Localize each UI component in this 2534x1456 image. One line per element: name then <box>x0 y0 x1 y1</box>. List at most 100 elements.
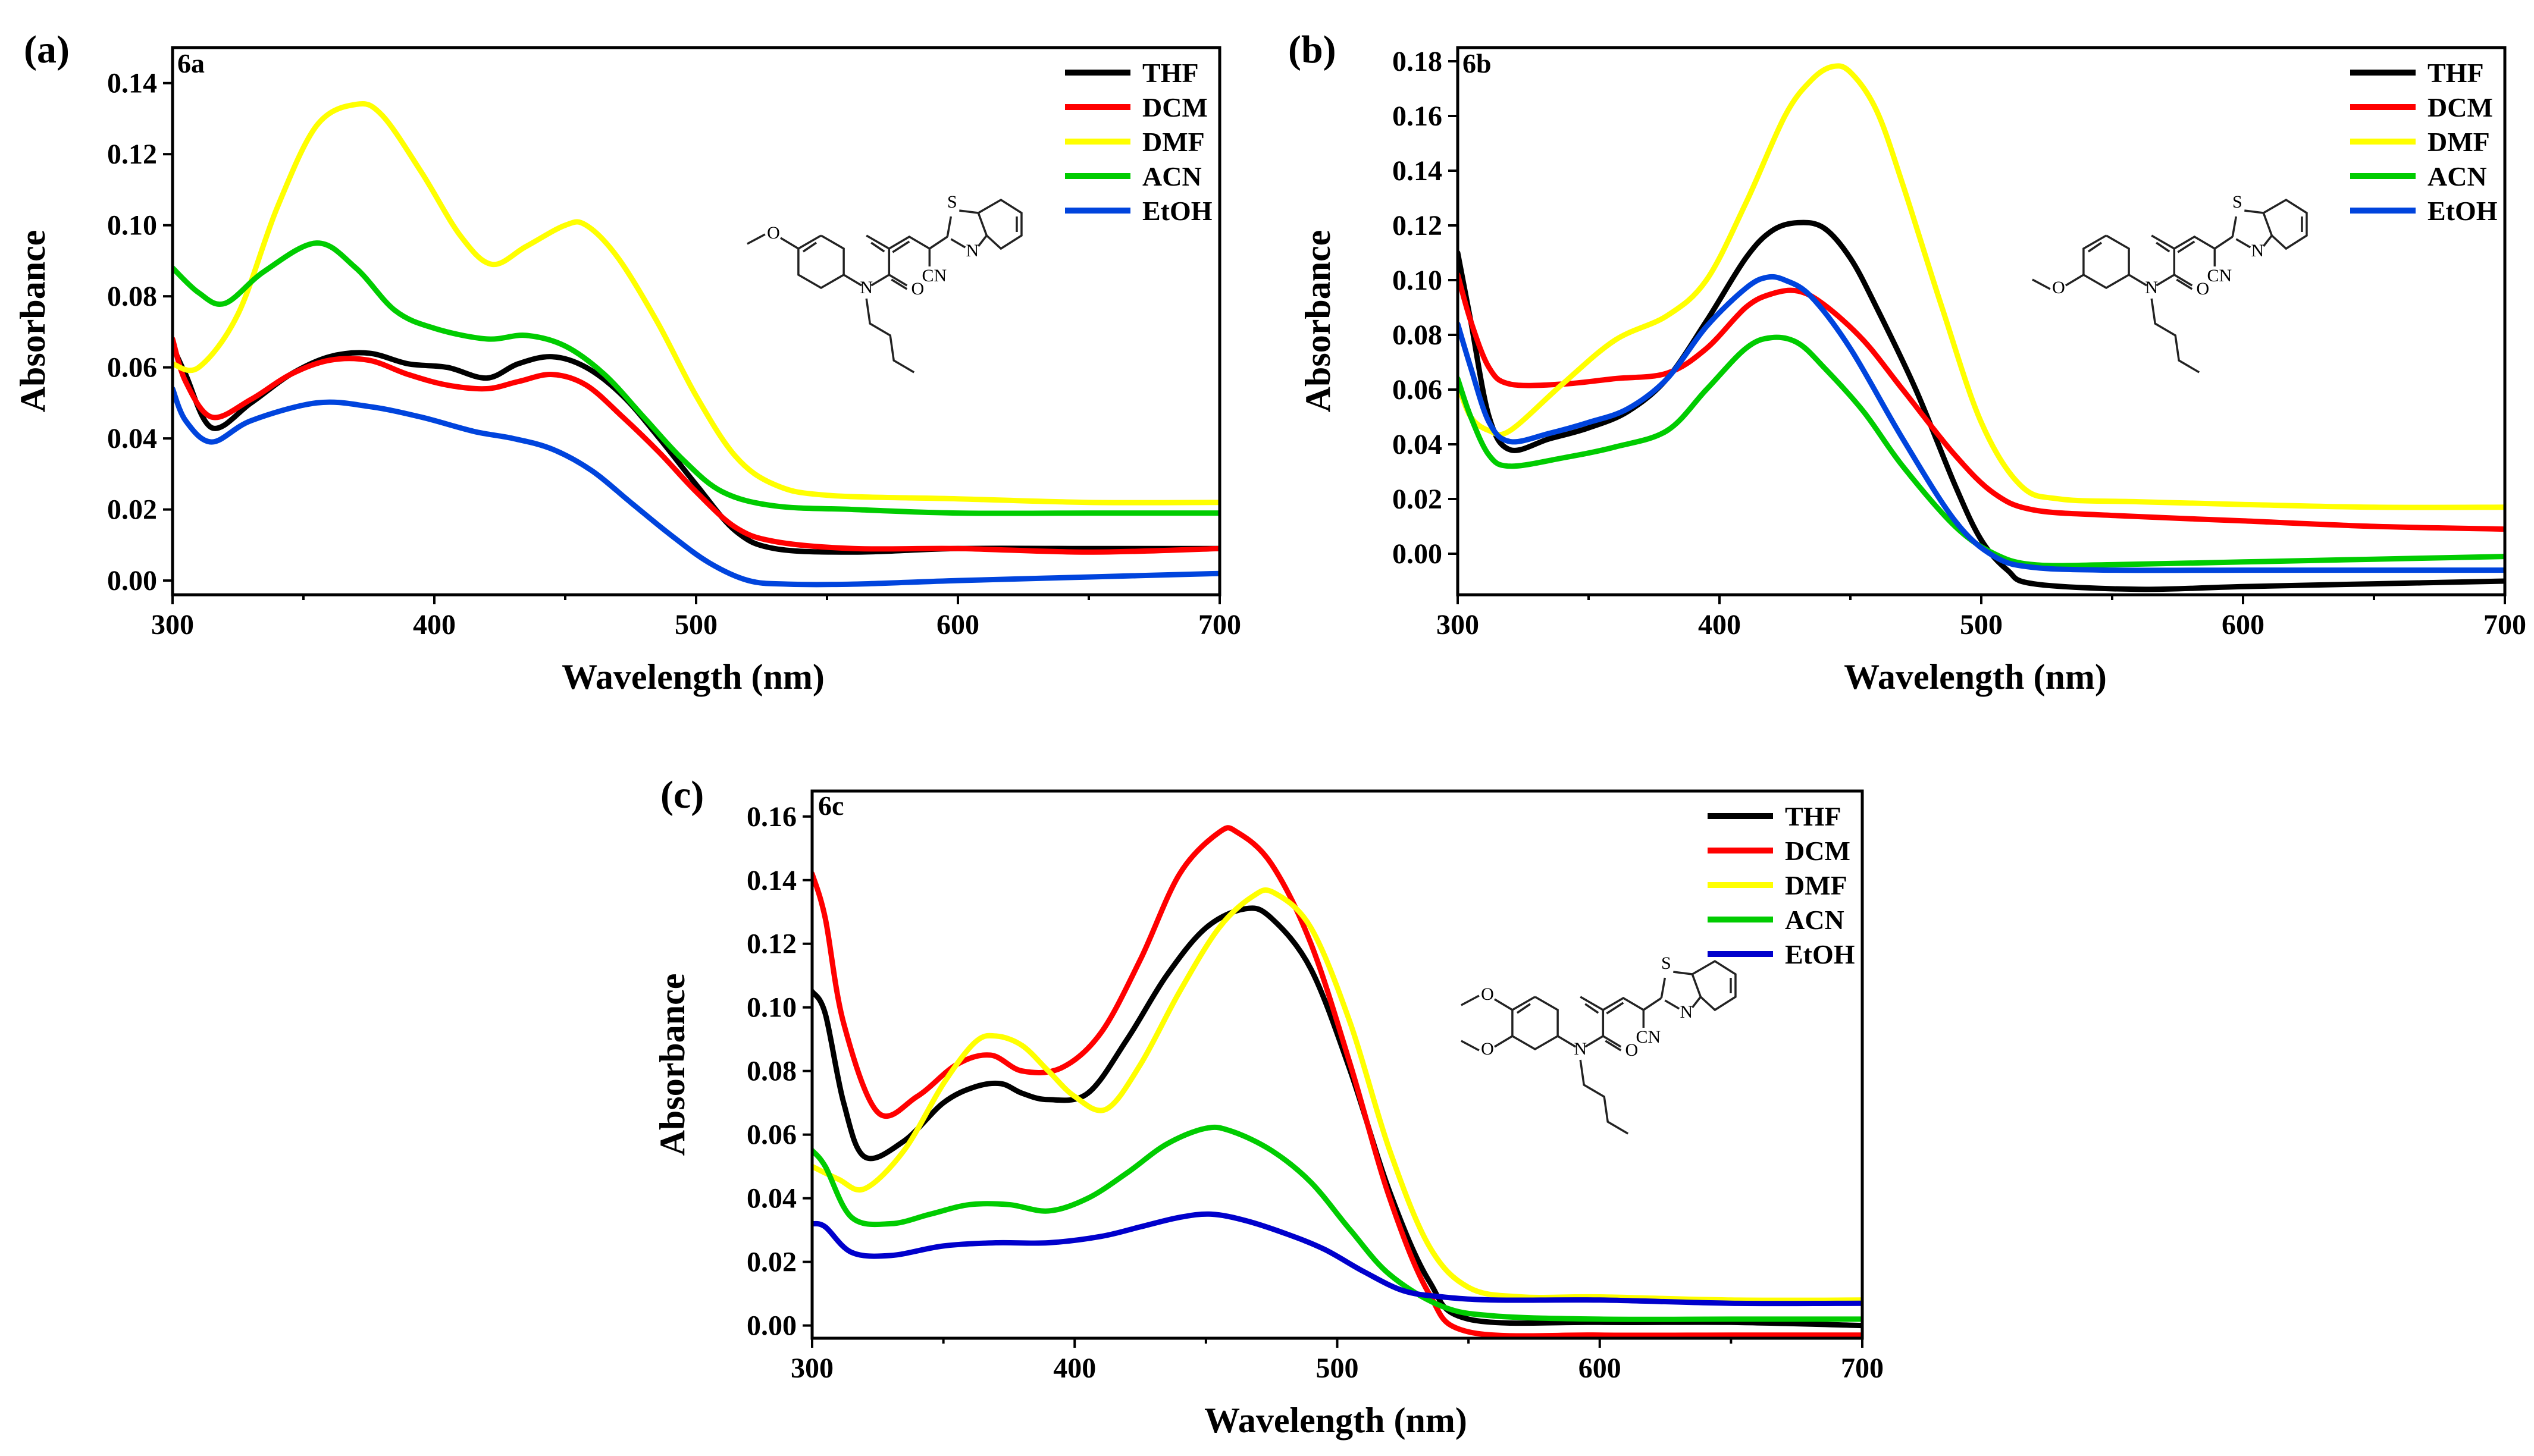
panel-a-x-axis-title: Wavelength (nm) <box>562 657 825 696</box>
structure-n-label: N <box>860 278 873 297</box>
structure-benzothiazole-benzo <box>1692 959 1737 1012</box>
structure-butyl-chain <box>865 298 915 374</box>
structure-methoxy-bond <box>1493 998 1513 1011</box>
structure-carbonyl <box>888 274 908 287</box>
panel-b-series <box>1458 63 2505 592</box>
legend-label-dcm: DCM <box>1785 836 1850 866</box>
structure-carbonyl <box>2176 278 2193 290</box>
panel-a-label: (a) <box>24 28 70 71</box>
y-tick-label: 0.06 <box>747 1119 797 1151</box>
structure-methoxy-methyl <box>747 233 766 245</box>
structure-thiazole-ring <box>2231 216 2238 237</box>
structure-carbonyl <box>1602 1035 1622 1048</box>
panel-b-label: (b) <box>1288 28 1336 71</box>
series-line-etoh <box>1458 274 2505 573</box>
structure-thiazole-n-label: N <box>966 241 979 261</box>
structure-carbonyl <box>2173 274 2193 287</box>
legend-label-acn: ACN <box>2427 161 2487 192</box>
y-tick-label: 0.14 <box>1392 155 1442 187</box>
panel-a: (a) 6a Wavelength (nm) Absorbance 300 400… <box>13 28 1241 696</box>
structure-n-label: N <box>2145 278 2158 297</box>
structure-butyl-chain <box>1579 1059 1629 1135</box>
legend-label-etoh: EtOH <box>2427 196 2498 226</box>
panel-a-legend: THF DCM DMF ACN EtOH <box>1065 58 1213 226</box>
structure-s-label: S <box>947 192 957 212</box>
panel-b-legend: THF DCM DMF ACN EtOH <box>2350 58 2498 226</box>
y-tick-label: 0.12 <box>747 928 797 960</box>
x-tick-label: 300 <box>151 609 194 641</box>
structure-double-bond <box>1516 1003 1531 1014</box>
series-line-etoh <box>812 1211 1862 1307</box>
legend-label-dmf: DMF <box>2427 127 2490 157</box>
structure-vinyl <box>2173 235 2216 250</box>
panel-c-compound-label: 6c <box>818 790 844 821</box>
series-line-acn <box>173 240 1220 516</box>
series-line-thf <box>173 343 1220 555</box>
structure-cn-label: CN <box>922 266 947 285</box>
structure-methoxy-o-label: O <box>2052 278 2065 297</box>
structure-thiazole-ring <box>1691 974 1702 997</box>
x-tick-label: 500 <box>1316 1353 1359 1384</box>
panel-c: (c) 6c Wavelength (nm) Absorbance 300 400… <box>653 773 1884 1440</box>
structure-methoxy-o-label: O <box>767 223 780 243</box>
structure-s-label: S <box>1661 953 1671 973</box>
structure-thiazole-ring <box>959 209 979 214</box>
series-line-thf <box>812 905 1862 1329</box>
structure-double-bond <box>870 241 885 253</box>
structure-s-label: S <box>2232 192 2242 212</box>
legend-label-dcm: DCM <box>1142 92 1208 123</box>
structure-carbonyl <box>891 278 908 290</box>
x-tick-label: 500 <box>675 609 718 641</box>
structure-vinyl <box>1602 996 1645 1011</box>
structure-thiazole-ring <box>1660 977 1667 999</box>
x-tick-label: 600 <box>936 609 979 641</box>
series-line-dcm <box>812 825 1862 1338</box>
y-tick-label: 0.00 <box>107 565 157 597</box>
structure-vinyl-double <box>2177 240 2195 253</box>
y-tick-label: 0.16 <box>747 801 797 833</box>
structure-thiazole-link <box>2214 236 2234 250</box>
y-tick-label: 0.02 <box>1392 484 1442 515</box>
structure-pyridone-ring <box>866 234 891 275</box>
panel-c-x-axis-title: Wavelength (nm) <box>1204 1401 1467 1440</box>
series-line-thf <box>1458 219 2505 592</box>
series-line-dcm <box>1458 272 2505 532</box>
structure-pyridone-ring <box>2151 234 2176 275</box>
structure-o-label: O <box>1625 1040 1638 1060</box>
y-tick-label: 0.04 <box>747 1183 797 1215</box>
y-tick-label: 0.14 <box>107 68 157 99</box>
structure-o-label: O <box>2196 279 2209 299</box>
y-tick-label: 0.10 <box>747 992 797 1024</box>
structure-cn-label: CN <box>2207 266 2232 285</box>
structure-thiazole-n-label: N <box>2251 241 2264 261</box>
y-tick-label: 0.12 <box>107 139 157 170</box>
x-tick-label: 500 <box>1960 609 2003 641</box>
structure-thiazole-ring <box>1673 971 1693 975</box>
y-tick-label: 0.04 <box>107 423 157 454</box>
series-line-etoh <box>173 386 1220 588</box>
x-tick-label: 700 <box>1198 609 1241 641</box>
panel-c-legend: THF DCM DMF ACN EtOH <box>1708 801 1855 969</box>
legend-label-thf: THF <box>2427 58 2484 88</box>
structure-pyridone-ring <box>2128 274 2148 287</box>
y-tick-label: 0.06 <box>1392 374 1442 406</box>
y-tick-label: 0.08 <box>747 1056 797 1087</box>
y-tick-label: 0.12 <box>1392 210 1442 241</box>
structure-benzo-ring <box>1511 996 1559 1051</box>
structure-thiazole-ring <box>1691 996 1702 1009</box>
legend-label-etoh: EtOH <box>1785 939 1855 969</box>
structure-methoxy-methyl <box>1461 994 1480 1006</box>
structure-thiazole-ring <box>946 216 953 237</box>
legend-label-acn: ACN <box>1142 161 1202 192</box>
x-tick-label: 400 <box>1698 609 1741 641</box>
y-tick-label: 0.16 <box>1392 101 1442 132</box>
structure-cn-label: CN <box>1636 1027 1661 1047</box>
legend-label-etoh: EtOH <box>1142 196 1213 226</box>
structure-o-label: O <box>911 279 924 299</box>
structure-methoxy-o-label: O <box>1481 984 1494 1004</box>
structure-pyridone-ring <box>843 274 863 287</box>
structure-methoxy-bond <box>2065 274 2084 287</box>
